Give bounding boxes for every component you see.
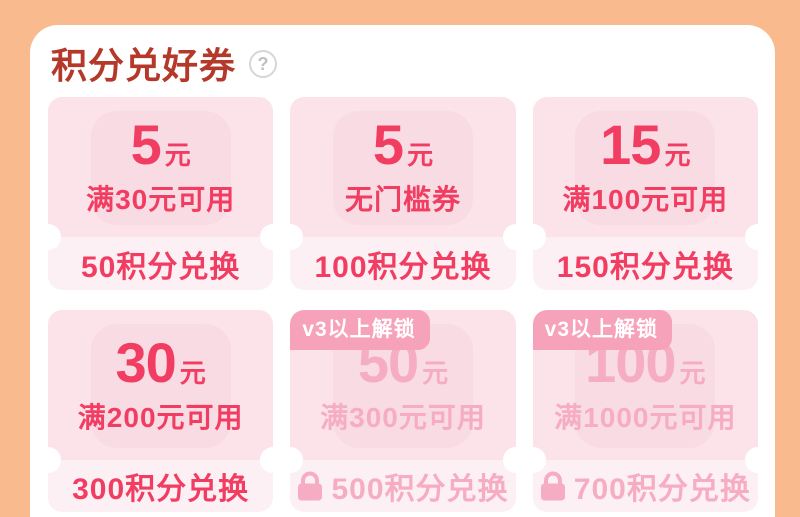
coupon-decor: [90, 111, 231, 225]
coupon-condition: 无门槛券: [344, 183, 461, 215]
lock-icon: [540, 471, 565, 501]
redeem-button[interactable]: 300积分兑换: [48, 460, 274, 512]
coupon-15-off-100[interactable]: 15 元 满100元可用 150积分兑换: [532, 97, 758, 290]
coupon-face: v3以上解锁 50 元 满300元可用: [290, 310, 516, 460]
redeem-button[interactable]: 50积分兑换: [48, 237, 274, 290]
points-coupon-panel: 积分兑好券 ? 5 元 满30元可用 50积分兑换: [30, 25, 775, 517]
coupon-30-off-200[interactable]: 30 元 满200元可用 300积分兑换: [48, 310, 274, 512]
coupon-50-off-300-locked[interactable]: v3以上解锁 50 元 满300元可用 500积分兑换: [290, 310, 516, 512]
redeem-cost: 50积分兑换: [80, 250, 241, 284]
coupon-condition: 满1000元可用: [554, 401, 737, 433]
coupon-amount: 5: [130, 112, 162, 176]
coupon-row-2: 30 元 满200元可用 300积分兑换 v3以上解锁 50 元: [48, 310, 758, 512]
coupon-decor: [90, 324, 231, 448]
coupon-unit: 元: [164, 139, 191, 170]
ticket-notch-left: [48, 224, 61, 250]
coupon-5-off-30[interactable]: 5 元 满30元可用 50积分兑换: [48, 97, 274, 290]
redeem-button[interactable]: 100积分兑换: [290, 237, 516, 290]
unlock-level-badge: v3以上解锁: [532, 310, 673, 350]
coupon-value: 5 元: [372, 112, 434, 176]
coupon-face: 30 元 满200元可用: [48, 310, 274, 460]
coupon-condition: 满300元可用: [320, 401, 486, 433]
coupon-decor: [333, 111, 473, 225]
coupon-grid: 5 元 满30元可用 50积分兑换 5 元: [48, 97, 758, 512]
redeem-cost: 300积分兑换: [72, 473, 250, 506]
coupon-face: v3以上解锁 100 元 满1000元可用: [532, 310, 758, 460]
coupon-unit: 元: [407, 139, 434, 170]
coupon-unit: 元: [664, 139, 691, 170]
ticket-notch-left: [48, 447, 61, 473]
coupon-face: 5 元 满30元可用: [48, 97, 274, 237]
ticket-notch-right: [502, 447, 516, 473]
unlock-level-badge: v3以上解锁: [290, 310, 430, 350]
coupon-condition: 满200元可用: [77, 401, 244, 433]
coupon-unit: 元: [679, 357, 706, 388]
redeem-cost: 700积分兑换: [573, 473, 751, 506]
redeem-cost: 100积分兑换: [314, 250, 492, 284]
coupon-value: 5 元: [130, 112, 191, 176]
ticket-notch-left: [532, 447, 546, 473]
panel-header: 积分兑好券 ?: [48, 37, 758, 89]
ticket-notch-right: [744, 224, 758, 250]
ticket-notch-right: [260, 447, 274, 473]
lock-icon: [298, 471, 323, 501]
coupon-amount: 5: [372, 112, 404, 176]
coupon-value: 15 元: [600, 112, 691, 176]
ticket-notch-left: [532, 224, 546, 250]
redeem-button[interactable]: 150积分兑换: [532, 237, 758, 290]
redeem-button-locked[interactable]: 500积分兑换: [290, 460, 516, 512]
coupon-face: 5 元 无门槛券: [290, 97, 516, 237]
ticket-notch-right: [744, 447, 758, 473]
coupon-value: 30 元: [115, 330, 206, 394]
redeem-button-locked[interactable]: 700积分兑换: [532, 460, 758, 512]
coupon-decor: [575, 111, 716, 225]
coupon-unit: 元: [422, 357, 449, 388]
page-title: 积分兑好券: [51, 45, 237, 86]
coupon-amount: 15: [600, 112, 661, 176]
ticket-notch-left: [290, 447, 304, 473]
coupon-row-1: 5 元 满30元可用 50积分兑换 5 元: [48, 97, 758, 290]
coupon-5-no-threshold[interactable]: 5 元 无门槛券 100积分兑换: [290, 97, 516, 290]
coupon-100-off-1000-locked[interactable]: v3以上解锁 100 元 满1000元可用 700积分兑换: [532, 310, 758, 512]
coupon-face: 15 元 满100元可用: [532, 97, 758, 237]
help-icon[interactable]: ?: [249, 50, 278, 78]
redeem-cost: 150积分兑换: [556, 250, 734, 284]
coupon-condition: 满100元可用: [562, 183, 729, 215]
ticket-notch-left: [290, 224, 304, 250]
coupon-unit: 元: [179, 357, 206, 388]
redeem-cost: 500积分兑换: [331, 473, 509, 506]
ticket-notch-right: [260, 224, 274, 250]
coupon-amount: 30: [115, 330, 177, 394]
ticket-notch-right: [502, 224, 516, 250]
coupon-condition: 满30元可用: [86, 183, 236, 215]
